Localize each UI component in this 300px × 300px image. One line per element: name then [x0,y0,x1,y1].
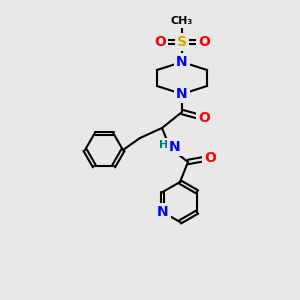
Text: N: N [176,87,188,101]
Text: N: N [157,205,169,219]
Text: CH₃: CH₃ [171,16,193,26]
Text: O: O [154,35,166,49]
Text: O: O [198,35,210,49]
Text: H: H [159,140,169,150]
Text: S: S [177,35,187,49]
Text: N: N [169,140,181,154]
Text: O: O [198,111,210,125]
Text: O: O [204,151,216,165]
Text: N: N [176,55,188,69]
